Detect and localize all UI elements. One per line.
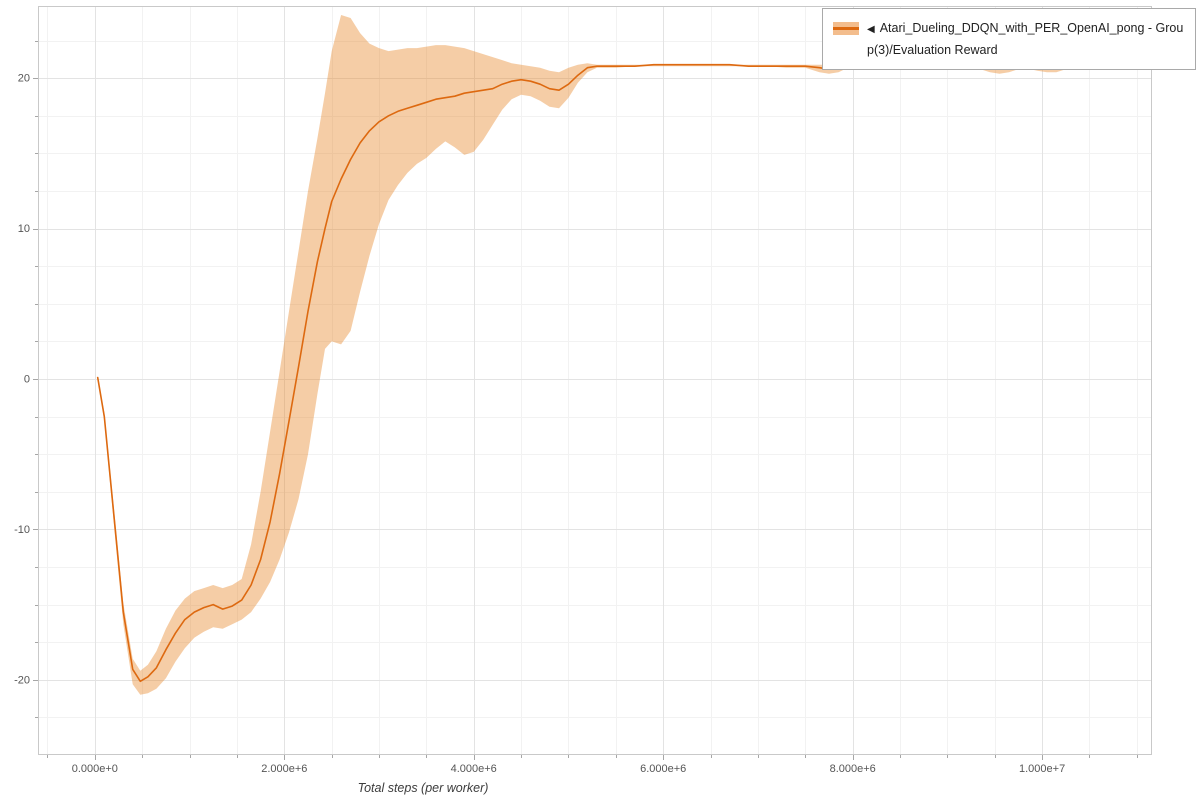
legend-marker-icon: ◀: [867, 24, 875, 35]
svg-text:20: 20: [18, 73, 30, 85]
x-tick-labels: 0.000e+0 2.000e+6 4.000e+6 6.000e+6 8.000e+6…: [72, 763, 1065, 775]
series-confidence-band: [97, 15, 1128, 695]
svg-text:1.000e+7: 1.000e+7: [1019, 763, 1065, 775]
svg-text:-10: -10: [14, 524, 30, 536]
svg-text:-20: -20: [14, 674, 30, 686]
x-axis-title: Total steps (per worker): [357, 781, 489, 795]
legend-label-text: Atari_Dueling_DDQN_with_PER_OpenAI_pong …: [867, 21, 1184, 57]
axis-ticks: [33, 41, 1138, 760]
legend-line-swatch: [833, 27, 859, 30]
grid-minor: [38, 6, 1152, 755]
svg-text:4.000e+6: 4.000e+6: [451, 763, 497, 775]
grid-major: [38, 6, 1152, 755]
svg-text:10: 10: [18, 223, 30, 235]
svg-text:8.000e+6: 8.000e+6: [830, 763, 876, 775]
svg-text:0: 0: [24, 374, 30, 386]
y-tick-labels: -20 -10 0 10 20: [14, 73, 30, 687]
legend[interactable]: ◀ Atari_Dueling_DDQN_with_PER_OpenAI_pong…: [822, 8, 1196, 70]
plot-frame: [38, 6, 1152, 755]
svg-text:0.000e+0: 0.000e+0: [72, 763, 118, 775]
legend-band-swatch: [833, 22, 859, 35]
svg-text:2.000e+6: 2.000e+6: [261, 763, 307, 775]
legend-label: ◀ Atari_Dueling_DDQN_with_PER_OpenAI_pong…: [867, 18, 1185, 61]
svg-text:6.000e+6: 6.000e+6: [640, 763, 686, 775]
